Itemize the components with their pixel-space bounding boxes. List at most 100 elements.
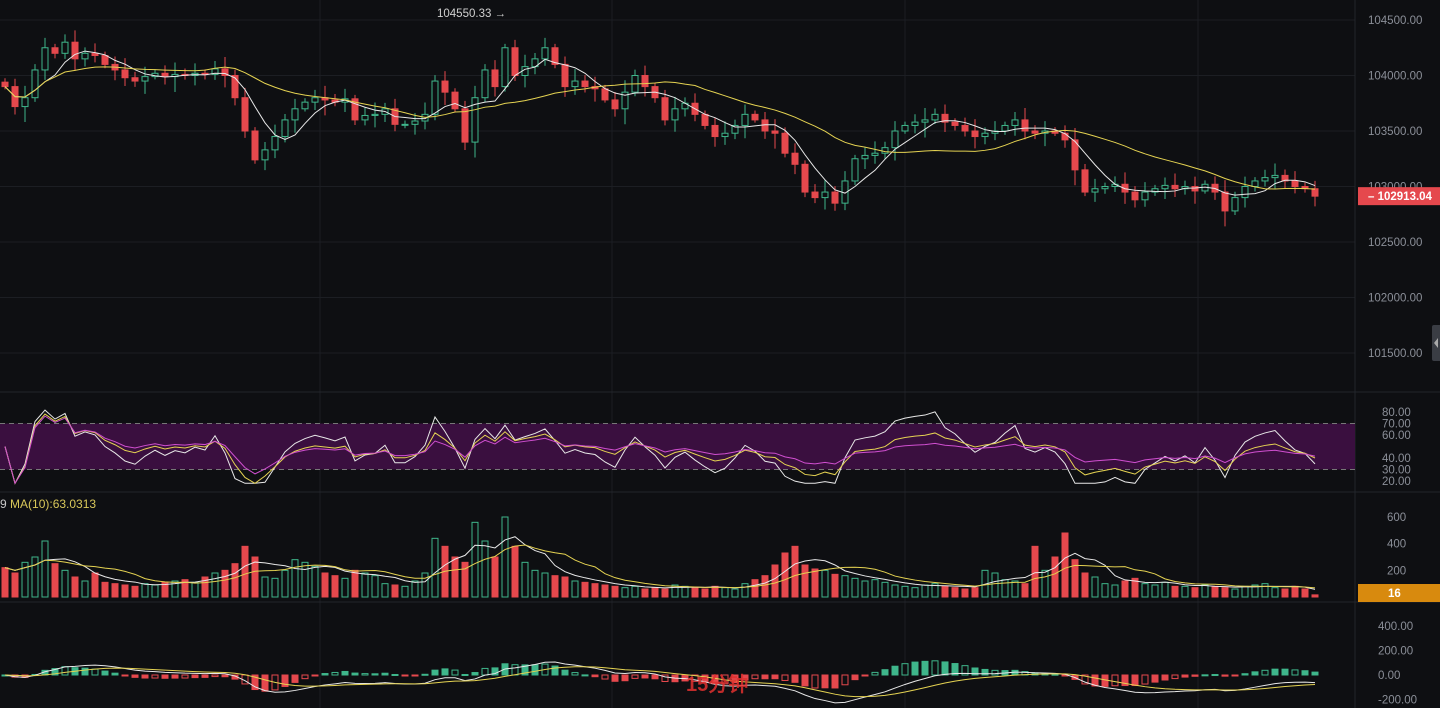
volume-bar xyxy=(371,575,379,598)
volume-bar xyxy=(141,583,149,598)
price-tick-label: 104500.00 xyxy=(1368,15,1422,27)
macd-histogram-bar xyxy=(281,674,289,687)
volume-bar xyxy=(61,569,69,598)
macd-histogram-bar xyxy=(1281,668,1289,676)
candle-down xyxy=(131,77,139,82)
collapse-panel-button[interactable] xyxy=(1432,325,1440,361)
candle-down xyxy=(91,52,99,57)
macd-histogram-bar xyxy=(1141,674,1149,685)
candle-down xyxy=(1031,130,1039,134)
volume-bar xyxy=(641,588,649,598)
volume-bar xyxy=(691,587,699,598)
candle-up xyxy=(821,191,829,199)
volume-bar xyxy=(261,576,269,598)
macd-histogram-bar xyxy=(641,674,649,679)
macd-histogram-bar xyxy=(371,673,379,676)
volume-last-badge xyxy=(1358,584,1440,602)
candle-down xyxy=(1291,180,1299,187)
candle-down xyxy=(71,41,79,60)
candle-up xyxy=(281,119,289,138)
macd-histogram-bar xyxy=(1151,674,1159,683)
macd-histogram-bar xyxy=(961,665,969,676)
macd-histogram-bar xyxy=(1181,674,1189,678)
macd-histogram-bar xyxy=(1111,674,1119,687)
candle-up xyxy=(361,114,369,121)
volume-bar xyxy=(531,569,539,598)
volume-bar xyxy=(581,581,589,598)
volume-bar xyxy=(621,587,629,598)
candle-down xyxy=(801,163,809,193)
macd-histogram-bar xyxy=(81,667,89,676)
volume-tick-label: 400 xyxy=(1387,539,1406,551)
macd-dif-line xyxy=(4,661,1316,704)
volume-bar xyxy=(101,581,109,598)
candle-down xyxy=(751,113,759,121)
macd-histogram-bar xyxy=(161,674,169,679)
interval-watermark: 15分钟 xyxy=(686,674,749,696)
candle-up xyxy=(1011,119,1019,126)
rsi-tick-label: 80.00 xyxy=(1382,407,1411,419)
macd-histogram-bar xyxy=(141,674,149,679)
candle-down xyxy=(1121,183,1129,193)
macd-histogram-bar xyxy=(1311,671,1319,676)
candle-up xyxy=(861,154,869,160)
volume-ma5-line xyxy=(4,536,1316,590)
candle-up xyxy=(721,132,729,138)
candle-down xyxy=(811,191,819,199)
candle-up xyxy=(1231,197,1239,212)
volume-bar xyxy=(251,556,259,598)
candle-up xyxy=(1141,191,1149,201)
candle-up xyxy=(431,80,439,115)
rsi-12-line xyxy=(4,413,1316,485)
macd-histogram-bar xyxy=(1251,671,1259,676)
macd-histogram-bar xyxy=(481,667,489,676)
macd-histogram-bar xyxy=(51,668,59,676)
candle-down xyxy=(251,130,259,161)
candle-down xyxy=(1,81,9,88)
candle-up xyxy=(291,108,299,121)
candle-up xyxy=(501,47,509,88)
price-ma-slow-line xyxy=(4,66,1316,190)
macd-histogram-bar xyxy=(651,674,659,680)
macd-histogram-bar xyxy=(1121,674,1129,687)
volume-bar xyxy=(611,585,619,598)
volume-bar xyxy=(601,584,609,598)
volume-bar xyxy=(151,584,159,598)
macd-histogram-bar xyxy=(1191,674,1199,677)
candle-down xyxy=(161,72,169,78)
macd-histogram-bar xyxy=(691,674,699,682)
volume-bar xyxy=(1191,587,1199,598)
macd-histogram-bar xyxy=(101,670,109,676)
candle-down xyxy=(451,91,459,110)
last-price-badge xyxy=(1358,187,1440,206)
candle-up xyxy=(881,147,889,154)
candle-up xyxy=(481,69,489,99)
macd-histogram-bar xyxy=(921,660,929,676)
macd-histogram-bar xyxy=(931,660,939,676)
candle-down xyxy=(511,47,519,76)
macd-histogram-bar xyxy=(731,674,739,684)
macd-histogram-bar xyxy=(631,674,639,679)
candle-down xyxy=(951,121,959,126)
candle-down xyxy=(581,80,589,88)
volume-bar xyxy=(301,561,309,598)
candle-up xyxy=(1261,177,1269,182)
price-ma-fast-line xyxy=(4,50,1316,196)
macd-histogram-bar xyxy=(131,674,139,678)
macd-histogram-bar xyxy=(801,674,809,687)
candle-up xyxy=(1241,186,1249,199)
volume-bar xyxy=(461,561,469,598)
volume-bar xyxy=(71,576,79,598)
volume-bar xyxy=(11,572,19,598)
candle-up xyxy=(471,97,479,143)
volume-bar xyxy=(231,563,239,598)
macd-histogram-bar xyxy=(611,674,619,682)
volume-bar xyxy=(571,580,579,598)
macd-histogram-bar xyxy=(991,669,999,676)
volume-bar xyxy=(81,580,89,598)
volume-bar xyxy=(671,584,679,598)
candle-up xyxy=(731,124,739,134)
rsi-tick-label: 40.00 xyxy=(1382,453,1411,465)
candle-down xyxy=(461,108,469,143)
